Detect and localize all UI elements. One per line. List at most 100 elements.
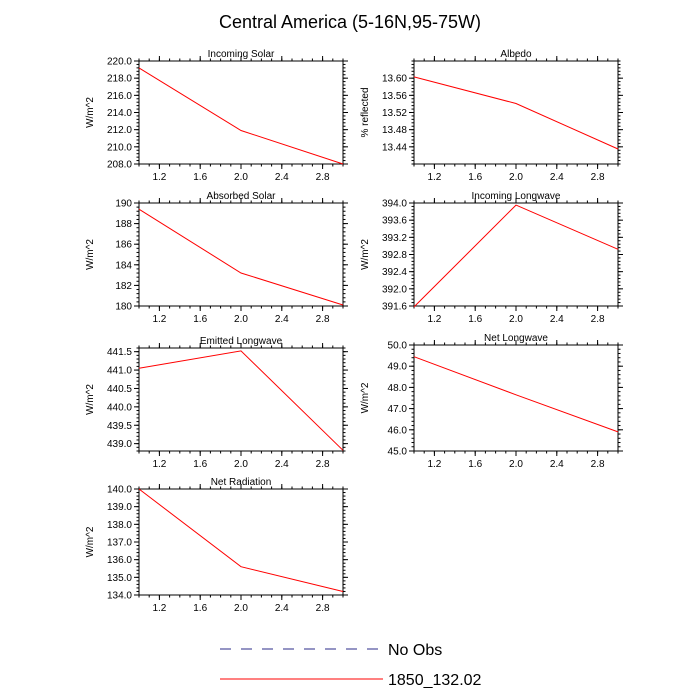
plot-frame	[138, 202, 344, 307]
y-tick-label: 140.0	[107, 485, 132, 496]
y-tick-label: 182	[115, 281, 132, 292]
y-tick-label: 392.8	[382, 250, 407, 261]
y-tick-label: 391.6	[382, 302, 407, 313]
x-tick-label: 1.6	[193, 459, 207, 470]
y-tick-label: 13.52	[382, 108, 407, 119]
x-tick-label: 2.8	[316, 459, 330, 470]
plot-frame	[413, 202, 619, 307]
y-tick-label: 48.0	[388, 383, 408, 394]
x-tick-label: 2.8	[316, 603, 330, 614]
x-tick-label: 2.8	[591, 459, 605, 470]
y-tick-label: 220.0	[107, 57, 132, 68]
x-tick-label: 2.4	[275, 603, 289, 614]
y-tick-label: 45.0	[388, 447, 408, 458]
x-tick-label: 2.0	[234, 603, 248, 614]
y-tick-label: 392.4	[382, 267, 407, 278]
y-tick-label: 392.0	[382, 284, 407, 295]
y-tick-label: 394.0	[382, 199, 407, 210]
y-tick-label: 441.0	[107, 366, 132, 377]
y-tick-label: 441.5	[107, 347, 132, 358]
x-tick-label: 1.6	[468, 314, 482, 325]
panel-net-radiation: Net Radiation W/m^2 134.0 135.0 136.0 137.0 13…	[85, 477, 348, 614]
x-tick-label: 2.0	[509, 314, 523, 325]
legend-label-1850-132-02: 1850_132.02	[388, 672, 482, 689]
y-axis-label: W/m^2	[360, 239, 371, 270]
y-tick-label: 13.44	[382, 142, 407, 153]
y-tick-label: 216.0	[107, 91, 132, 102]
x-tick-label: 2.8	[591, 314, 605, 325]
panel-title: Incoming Solar	[208, 49, 275, 60]
y-tick-label: 13.56	[382, 91, 407, 102]
x-tick-label: 1.6	[193, 603, 207, 614]
y-tick-label: 190	[115, 199, 132, 210]
x-tick-label: 2.8	[316, 314, 330, 325]
panel-title: Net Longwave	[484, 333, 548, 344]
legend-label-no-obs: No Obs	[388, 642, 442, 659]
x-tick-label: 2.0	[509, 459, 523, 470]
y-tick-label: 188	[115, 219, 132, 230]
series-line-1850-132-02	[413, 76, 619, 150]
y-tick-label: 440.5	[107, 384, 132, 395]
y-tick-label: 49.0	[388, 362, 408, 373]
series-line-1850-132-02	[138, 488, 344, 592]
series-line-1850-132-02	[138, 208, 344, 306]
panel-albedo: Albedo % reflected 13.44 13.48 13.52 13.56 13.…	[360, 49, 623, 183]
y-tick-label: 212.0	[107, 125, 132, 136]
series-line-1850-132-02	[138, 67, 344, 165]
series-line-1850-132-02	[413, 204, 619, 308]
x-tick-label: 1.2	[427, 459, 441, 470]
x-tick-label: 2.4	[550, 314, 564, 325]
x-tick-label: 2.8	[591, 172, 605, 183]
x-tick-label: 1.2	[152, 603, 166, 614]
panel-incoming-longwave: Incoming Longwave W/m^2 391.6 392.0 392.4 392…	[360, 191, 623, 325]
x-tick-label: 2.4	[275, 314, 289, 325]
panel-title: Net Radiation	[211, 477, 272, 488]
plot-frame	[413, 60, 619, 165]
y-tick-label: 13.60	[382, 74, 407, 85]
series-line-1850-132-02	[138, 350, 344, 451]
y-tick-label: 214.0	[107, 108, 132, 119]
x-tick-label: 1.6	[468, 459, 482, 470]
x-tick-label: 1.2	[152, 459, 166, 470]
y-tick-label: 13.48	[382, 125, 407, 136]
x-tick-label: 2.0	[234, 459, 248, 470]
panel-incoming-solar: Incoming Solar W/m^2 208.0 210.0 212.0 214.0 2…	[85, 49, 348, 183]
x-tick-label: 1.2	[427, 314, 441, 325]
y-axis-label: W/m^2	[360, 382, 371, 413]
y-tick-label: 439.5	[107, 421, 132, 432]
y-axis-label: W/m^2	[85, 97, 96, 128]
x-tick-label: 1.6	[193, 172, 207, 183]
x-tick-label: 2.0	[509, 172, 523, 183]
legend: No Obs 1850_132.02	[220, 642, 482, 689]
x-tick-label: 2.0	[234, 172, 248, 183]
y-tick-label: 135.0	[107, 573, 132, 584]
y-axis-label: W/m^2	[85, 526, 96, 557]
panel-title: Absorbed Solar	[207, 191, 277, 202]
y-tick-label: 439.0	[107, 439, 132, 450]
plot-frame	[138, 488, 344, 596]
panel-absorbed-solar: Absorbed Solar W/m^2 180 182 184 186 188 190 1.2…	[85, 191, 348, 325]
y-tick-label: 210.0	[107, 142, 132, 153]
panel-emitted-longwave: Emitted Longwave W/m^2 439.0 439.5 440.0 440.…	[85, 336, 348, 470]
x-tick-label: 2.4	[275, 459, 289, 470]
x-tick-label: 2.4	[550, 459, 564, 470]
x-tick-label: 1.2	[152, 314, 166, 325]
y-axis-label: W/m^2	[85, 384, 96, 415]
y-tick-label: 180	[115, 302, 132, 313]
figure-title: Central America (5-16N,95-75W)	[219, 12, 481, 32]
x-tick-label: 2.4	[550, 172, 564, 183]
y-axis-label: % reflected	[360, 87, 371, 137]
y-tick-label: 138.0	[107, 520, 132, 531]
x-tick-label: 1.6	[193, 314, 207, 325]
y-tick-label: 136.0	[107, 555, 132, 566]
y-tick-label: 139.0	[107, 502, 132, 513]
y-tick-label: 208.0	[107, 160, 132, 171]
x-tick-label: 2.0	[234, 314, 248, 325]
panel-net-longwave: Net Longwave W/m^2 45.0 46.0 47.0 48.0 49.0 50.…	[360, 333, 623, 470]
y-tick-label: 50.0	[388, 341, 408, 352]
x-tick-label: 2.8	[316, 172, 330, 183]
y-tick-label: 218.0	[107, 74, 132, 85]
series-line-1850-132-02	[413, 356, 619, 433]
x-tick-label: 1.6	[468, 172, 482, 183]
